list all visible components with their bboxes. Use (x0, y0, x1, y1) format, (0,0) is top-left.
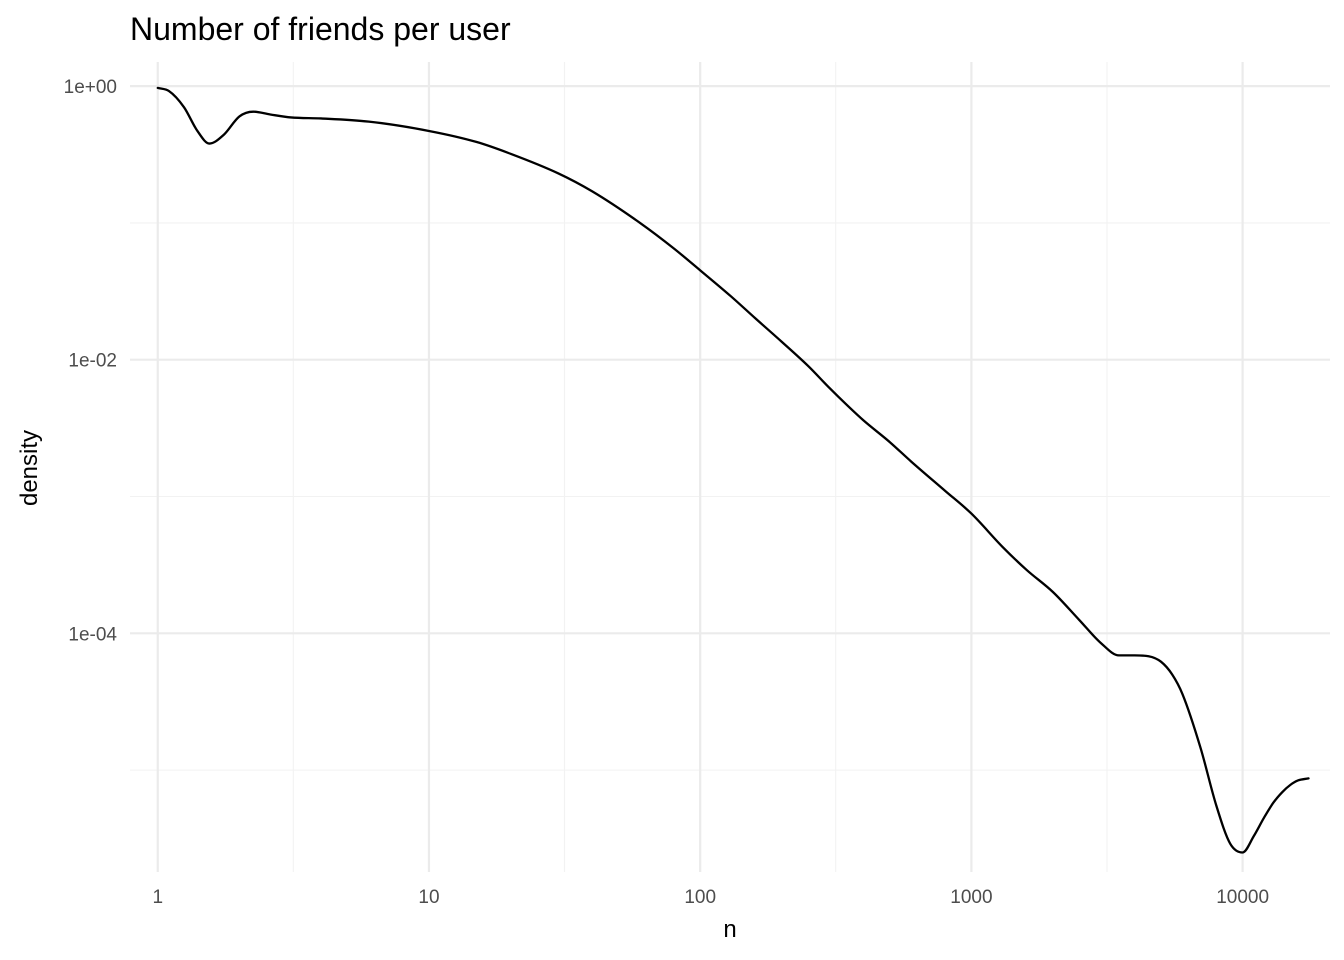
x-tick-label: 100 (684, 887, 716, 908)
y-tick-label: 1e-02 (68, 351, 117, 372)
y-axis-title: density (16, 430, 43, 506)
density-line (156, 86, 1310, 854)
x-tick-label: 1 (152, 887, 163, 908)
y-axis-tick-labels: 1e+00 1e-02 1e-04 (64, 77, 118, 645)
y-tick-label: 1e+00 (64, 77, 117, 98)
major-gridlines (130, 62, 1330, 872)
chart-title: Number of friends per user (130, 11, 511, 47)
x-axis-tick-labels: 1 10 100 1000 10000 (152, 887, 1269, 908)
x-axis-title: n (723, 916, 736, 943)
x-tick-label: 10 (418, 887, 439, 908)
x-tick-label: 1000 (950, 887, 992, 908)
series-layer (156, 86, 1310, 854)
x-tick-label: 10000 (1216, 887, 1269, 908)
y-tick-label: 1e-04 (68, 624, 117, 645)
minor-gridlines (130, 62, 1330, 872)
